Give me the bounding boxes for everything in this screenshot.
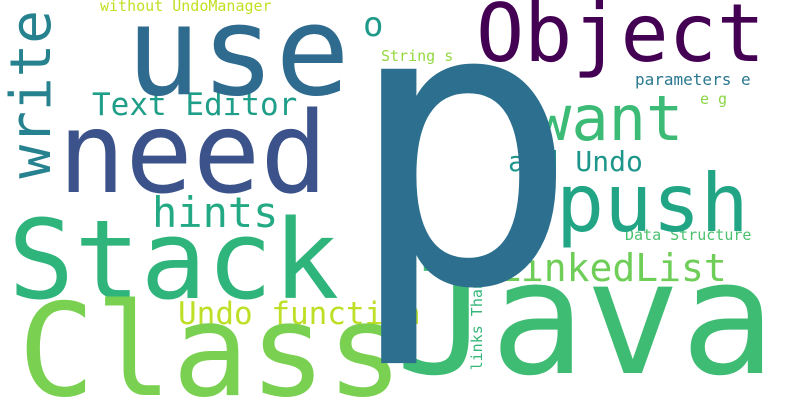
word-write: write: [0, 10, 64, 179]
word-undo-function: Undo function: [178, 296, 421, 332]
word-class: Class: [18, 277, 404, 400]
word-linkedlist: LinkedList: [498, 246, 727, 290]
word-data-structure: Data Structure: [625, 226, 752, 244]
word-parameters-e: parameters e: [635, 70, 751, 89]
word-string-s: String s: [381, 47, 454, 65]
word-p: p: [345, 0, 580, 374]
word-without-undomanager: without UndoManager: [100, 0, 272, 15]
word-add-undo: add Undo: [508, 145, 643, 178]
word-stack: Stack: [8, 196, 340, 324]
word-want: want: [534, 82, 684, 155]
word-use: use: [126, 0, 350, 124]
word-text-editor: Text Editor: [92, 87, 298, 123]
word-push: push: [556, 157, 749, 250]
word-e-g: e g: [700, 90, 728, 108]
word-hints: hints: [152, 188, 279, 237]
word-need: need: [58, 89, 328, 219]
word-o: o: [363, 5, 384, 45]
word-object: Object: [476, 0, 765, 80]
word-java: Java: [395, 227, 776, 400]
